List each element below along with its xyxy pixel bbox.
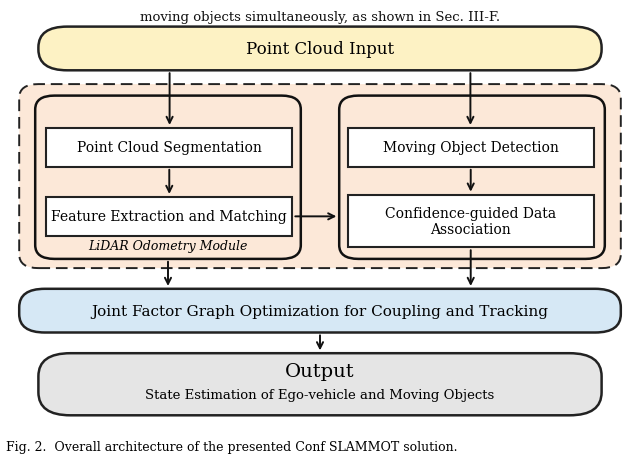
Bar bbox=[348, 129, 594, 168]
Text: Feature Extraction and Matching: Feature Extraction and Matching bbox=[51, 210, 287, 224]
Text: Moving Object Detection: Moving Object Detection bbox=[383, 141, 559, 155]
FancyBboxPatch shape bbox=[35, 96, 301, 259]
Text: Fig. 2.  Overall architecture of the presented Conf SLAMMOT solution.: Fig. 2. Overall architecture of the pres… bbox=[6, 441, 458, 453]
FancyBboxPatch shape bbox=[38, 353, 602, 415]
Bar bbox=[46, 129, 292, 168]
FancyBboxPatch shape bbox=[339, 96, 605, 259]
FancyBboxPatch shape bbox=[19, 289, 621, 333]
Text: LiDAR Odometry Module: LiDAR Odometry Module bbox=[88, 240, 248, 252]
Bar bbox=[348, 195, 594, 248]
Text: Confidence-guided Data
Association: Confidence-guided Data Association bbox=[385, 207, 556, 236]
Text: Point Cloud Segmentation: Point Cloud Segmentation bbox=[77, 141, 262, 155]
Text: Point Cloud Input: Point Cloud Input bbox=[246, 41, 394, 58]
Text: State Estimation of Ego-vehicle and Moving Objects: State Estimation of Ego-vehicle and Movi… bbox=[145, 388, 495, 401]
FancyBboxPatch shape bbox=[38, 28, 602, 71]
Text: moving objects simultaneously, as shown in Sec. III-F.: moving objects simultaneously, as shown … bbox=[140, 11, 500, 24]
Text: Joint Factor Graph Optimization for Coupling and Tracking: Joint Factor Graph Optimization for Coup… bbox=[92, 304, 548, 318]
FancyBboxPatch shape bbox=[19, 85, 621, 269]
Bar bbox=[46, 197, 292, 236]
Text: Output: Output bbox=[285, 363, 355, 381]
